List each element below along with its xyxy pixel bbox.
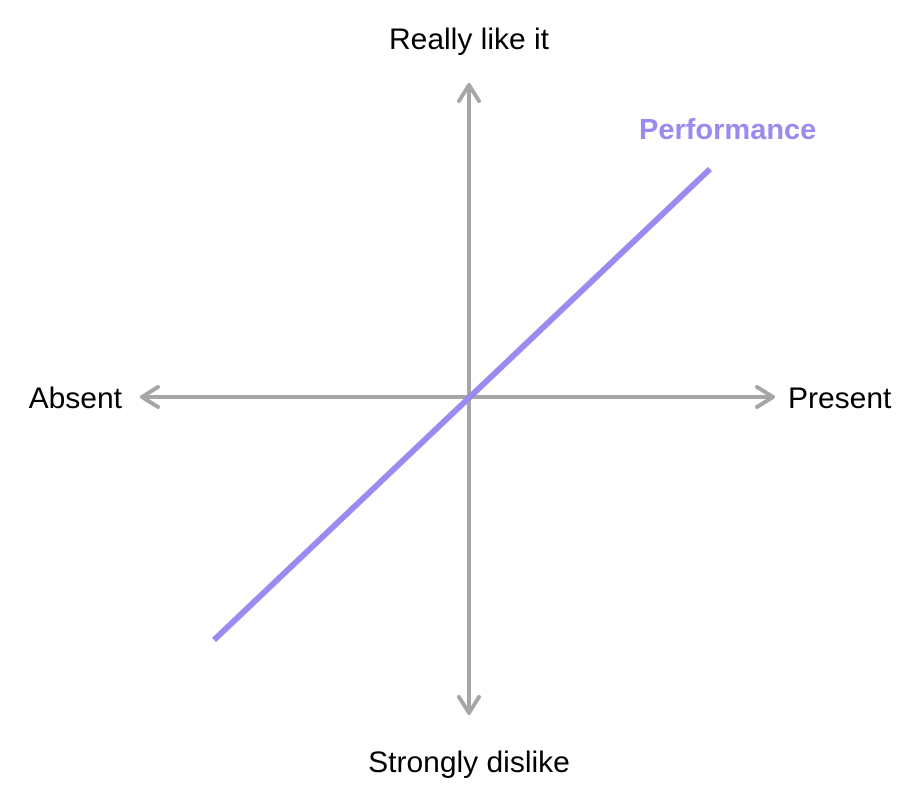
arrow-down-icon — [457, 695, 481, 715]
axis-label-right: Present — [788, 382, 892, 415]
axis-label-bottom: Strongly dislike — [368, 746, 570, 779]
horizontal-axis — [140, 385, 775, 409]
arrow-up-icon — [457, 83, 481, 103]
axis-label-left: Absent — [29, 382, 123, 415]
axis-label-top: Really like it — [389, 23, 550, 56]
arrow-left-icon — [140, 385, 160, 409]
performance-curve — [211, 166, 713, 643]
performance-label: Performance — [639, 114, 816, 146]
arrow-right-icon — [755, 385, 775, 409]
